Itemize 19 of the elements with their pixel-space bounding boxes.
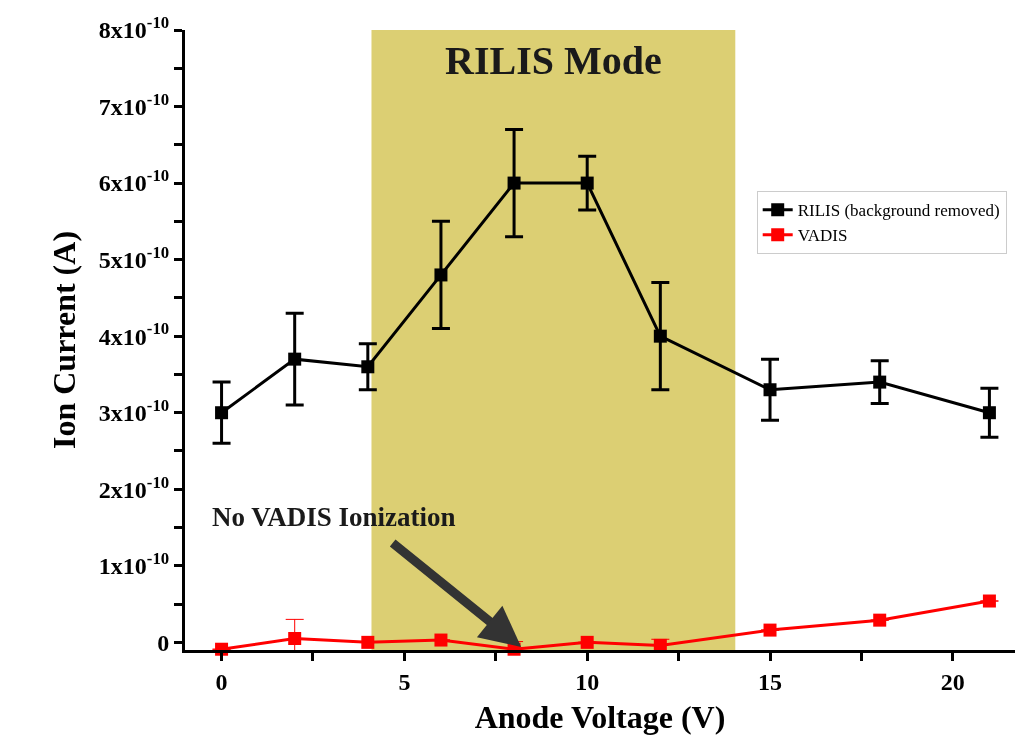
y-tick-label: 5x10$^{-10}$ xyxy=(98,242,170,274)
y-tick-label: 7x10$^{-10}$ xyxy=(98,89,170,120)
band-label: RILIS Mode xyxy=(445,38,662,83)
x-tick-label: 15 xyxy=(758,668,783,695)
legend-label: VADIS xyxy=(797,226,848,246)
x-tick-label: 20 xyxy=(940,668,965,695)
y-tick-label: 6x10$^{-10}$ xyxy=(98,166,170,197)
y-tick-label: 1x10$^{-10}$ xyxy=(98,549,170,580)
y-tick-label: 4x10$^{-10}$ xyxy=(98,319,170,350)
y-axis-title: Ion Current (A) xyxy=(46,230,83,450)
x-axis-title: Anode Voltage (V) xyxy=(474,698,726,735)
x-tick-label: 0 xyxy=(215,668,228,695)
y-tick-label: 0 xyxy=(157,629,170,656)
y-tick-label: 2x10$^{-10}$ xyxy=(98,472,170,503)
x-tick-label: 10 xyxy=(575,668,600,695)
y-tick-label: 8x10$^{-10}$ xyxy=(98,13,170,44)
legend-label: RILIS (background removed) xyxy=(797,201,1000,221)
x-tick-label: 5 xyxy=(398,668,411,695)
y-tick-label: 3x10$^{-10}$ xyxy=(98,396,170,427)
